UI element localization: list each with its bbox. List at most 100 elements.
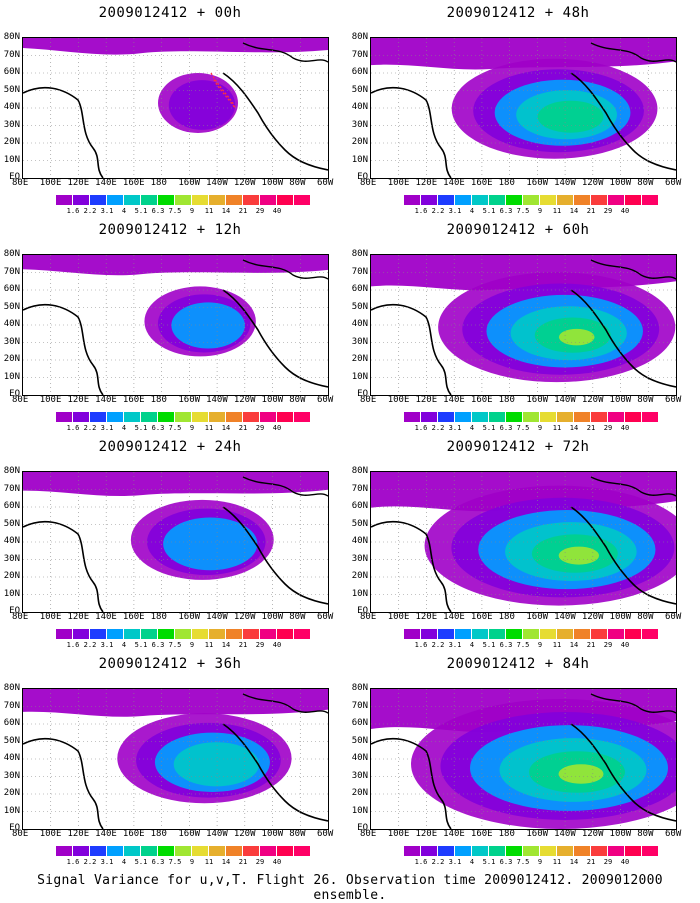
lat-tick-label: EQ	[357, 389, 368, 399]
map-svg	[23, 38, 328, 178]
colorbar-swatch	[438, 195, 455, 205]
lon-tick-label: 100W	[609, 829, 632, 839]
north-america-coastline	[222, 506, 328, 605]
lon-tick-label: 100W	[609, 178, 632, 188]
lon-tick-label: 120W	[233, 395, 256, 405]
asia-coastline	[23, 303, 104, 395]
colorbar-swatch	[608, 629, 625, 639]
colorbar-tick-label: 14	[221, 858, 231, 866]
forecast-panel: 2009012412 + 24h 80N 70N 60N 50N 40N 30N 20N 10N…	[0, 439, 340, 654]
lon-tick-label: 140E	[95, 829, 117, 839]
colorbar-swatch	[277, 412, 294, 422]
lat-tick-label: EQ	[9, 389, 20, 399]
colorbar-swatch	[141, 846, 158, 856]
arctic-coastline	[590, 42, 676, 63]
lat-tick-label: 80N	[351, 32, 368, 42]
colorbar-tick-label: 9	[189, 858, 195, 866]
colorbar-tick-label: 11	[204, 641, 214, 649]
lat-tick-label: 70N	[351, 700, 368, 711]
colorbar-swatch	[107, 412, 124, 422]
lat-tick-label: 10N	[3, 805, 20, 816]
asia-coastline	[371, 520, 452, 612]
arctic-coastline	[242, 259, 328, 280]
lon-tick-label: 100E	[387, 829, 410, 839]
colorbar-swatch	[209, 412, 226, 422]
colorbar-tick-label: 1.6	[66, 207, 80, 215]
lon-tick-label: 100W	[261, 829, 284, 839]
colorbar-tick-label: 40	[272, 207, 282, 215]
flight-track	[210, 72, 236, 109]
lon-tick-label: 160W	[526, 829, 549, 839]
arctic-coastline	[590, 693, 676, 714]
lon-tick-label: 160W	[178, 178, 201, 188]
lat-tick-label: 60N	[351, 67, 368, 77]
lon-tick-label: 140E	[443, 829, 465, 839]
polar-variance-band	[23, 689, 328, 717]
colorbar-swatch	[625, 195, 642, 205]
lat-tick-label: 80N	[3, 683, 20, 693]
lat-tick-label: 10N	[351, 371, 368, 382]
colorbar-labels: 1.6 2.2 3.1 4 5.1 6.3 7.5 9 11 14 21 29 40	[56, 859, 316, 867]
colorbar-tick-label: 9	[537, 207, 543, 215]
colorbar-tick-label: 21	[586, 858, 596, 866]
colorbar-tick-label: 4	[469, 424, 475, 432]
colorbar-swatch	[73, 195, 90, 205]
colorbar-tick-label: 6.3	[151, 641, 165, 649]
colorbar-swatch	[421, 629, 438, 639]
colorbar-tick-label: 21	[238, 424, 248, 432]
colorbar-tick-label: 40	[620, 641, 630, 649]
lat-tick-label: EQ	[357, 823, 368, 833]
lon-tick-label: 120E	[67, 612, 90, 622]
colorbar-labels: 1.6 2.2 3.1 4 5.1 6.3 7.5 9 11 14 21 29 40	[404, 208, 664, 216]
colorbar-tick-label: 6.3	[151, 207, 165, 215]
variance-contour	[173, 742, 260, 787]
lon-tick-label: 120E	[415, 178, 438, 188]
colorbar-swatch	[260, 412, 277, 422]
colorbar-labels: 1.6 2.2 3.1 4 5.1 6.3 7.5 9 11 14 21 29 40	[56, 208, 316, 216]
colorbar-tick-label: 1.6	[66, 641, 80, 649]
lat-tick-label: 50N	[351, 301, 368, 312]
lon-tick-label: 60W	[665, 612, 682, 622]
colorbar-swatch	[243, 412, 260, 422]
map-plot	[370, 254, 677, 396]
colorbar-tick-label: 1.6	[414, 858, 428, 866]
colorbar-tick-label: 11	[204, 858, 214, 866]
lat-tick-label: 40N	[3, 536, 20, 546]
colorbar-swatch	[192, 846, 209, 856]
colorbar	[56, 195, 311, 205]
colorbar-tick-label: 3.1	[448, 858, 462, 866]
map-plot	[370, 471, 677, 613]
colorbar-swatch	[421, 195, 438, 205]
lat-tick-label: 50N	[3, 301, 20, 312]
lon-tick-label: 80E	[360, 178, 377, 188]
colorbar-swatch	[260, 846, 277, 856]
colorbar-swatch	[591, 629, 608, 639]
colorbar-swatch	[591, 412, 608, 422]
map-svg	[23, 689, 328, 829]
lon-tick-label: 160E	[122, 395, 145, 405]
colorbar-tick-label: 11	[204, 424, 214, 432]
lat-tick-label: 40N	[3, 102, 20, 112]
colorbar-tick-label: 14	[569, 207, 579, 215]
colorbar-swatch	[209, 629, 226, 639]
colorbar-swatch	[523, 412, 540, 422]
lon-tick-label: 120W	[581, 829, 604, 839]
colorbar-swatch	[226, 412, 243, 422]
colorbar-tick-label: 6.3	[499, 641, 513, 649]
colorbar-swatch	[523, 629, 540, 639]
colorbar-tick-label: 11	[552, 641, 562, 649]
colorbar-swatch	[192, 629, 209, 639]
asia-coastline	[23, 737, 104, 829]
colorbar-swatch	[489, 846, 506, 856]
colorbar-tick-label: 9	[189, 207, 195, 215]
lat-tick-label: 60N	[3, 284, 20, 294]
lon-tick-label: 80W	[637, 178, 654, 188]
lon-tick-label: 140W	[554, 829, 576, 839]
lat-tick-label: 50N	[351, 735, 368, 746]
polar-variance-band	[23, 472, 328, 496]
colorbar-tick-label: 5.1	[482, 207, 496, 215]
lat-tick-label: 40N	[3, 753, 20, 763]
colorbar-tick-label: 3.1	[100, 858, 114, 866]
north-america-coastline	[570, 72, 676, 171]
colorbar-swatch	[277, 846, 294, 856]
